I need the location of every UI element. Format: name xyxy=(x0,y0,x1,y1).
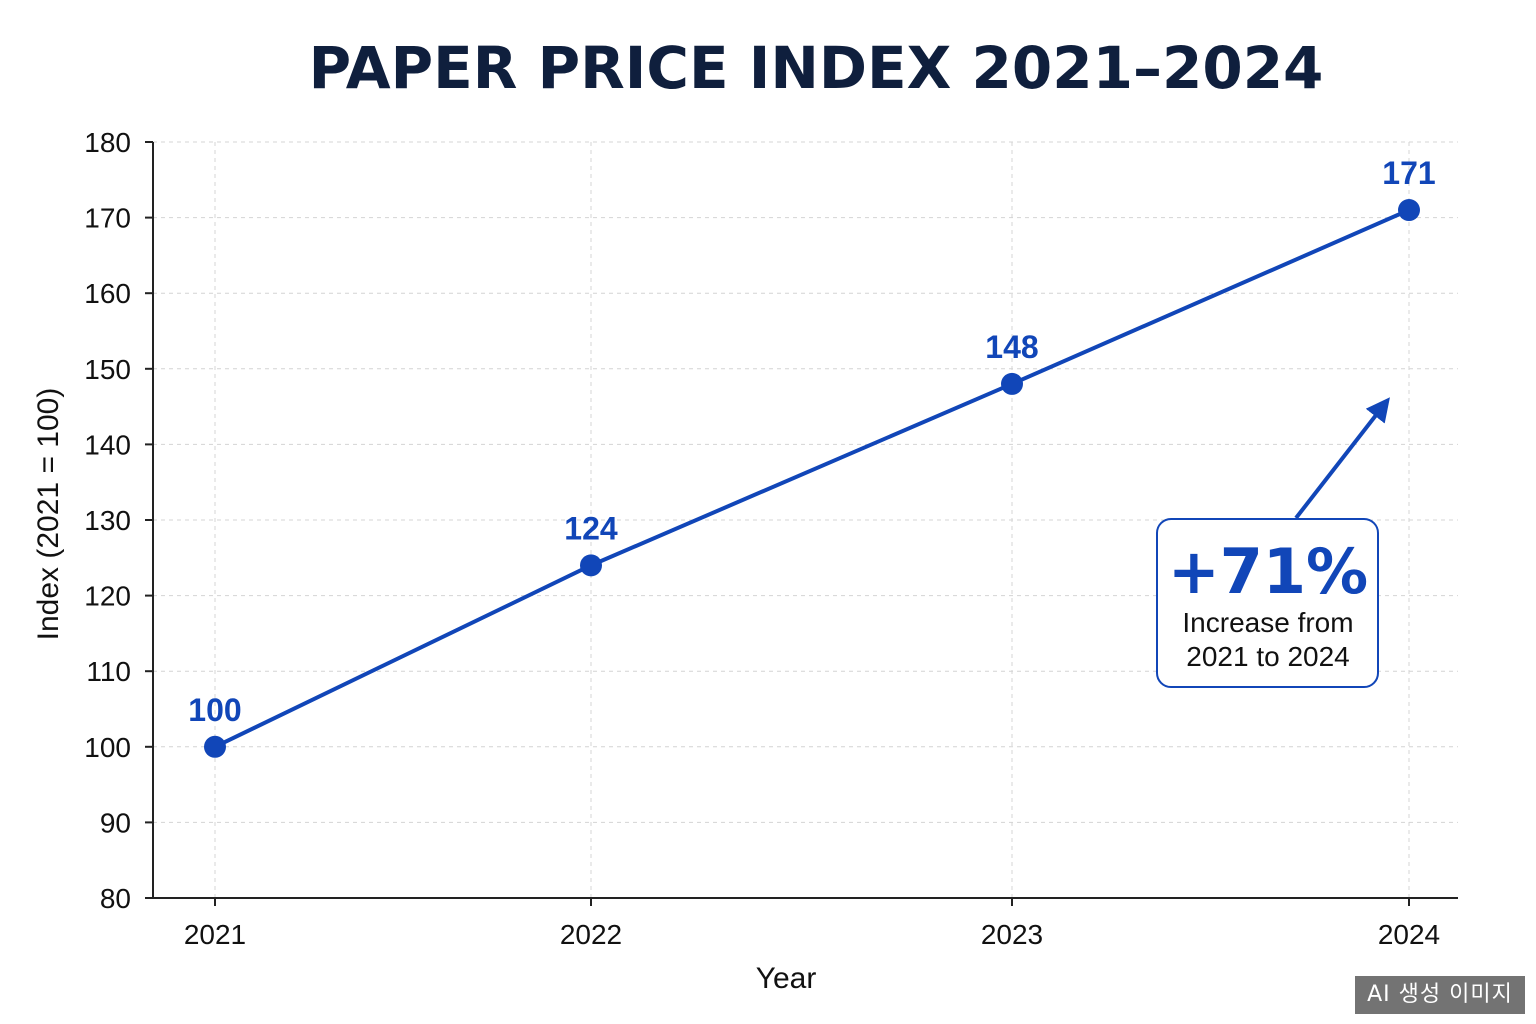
y-tick-label: 130 xyxy=(84,505,131,536)
data-label: 124 xyxy=(564,510,618,546)
data-label: 100 xyxy=(188,692,241,728)
y-tick-label: 150 xyxy=(84,354,131,385)
y-tick-label: 180 xyxy=(84,127,131,158)
data-point xyxy=(580,554,602,577)
chart-title: PAPER PRICE INDEX 2021–2024 xyxy=(309,34,1324,102)
annotation-text-line-1: Increase from xyxy=(1182,607,1353,638)
y-axis-label: Index (2021 = 100) xyxy=(32,388,65,641)
y-tick-label: 120 xyxy=(84,581,131,612)
y-tick-label: 100 xyxy=(84,732,131,763)
x-tick-label: 2024 xyxy=(1378,919,1440,950)
y-tick-label: 80 xyxy=(100,883,131,914)
data-point xyxy=(1398,199,1420,222)
data-point xyxy=(1001,372,1023,395)
annotation-box xyxy=(1156,518,1379,688)
y-tick-label: 140 xyxy=(84,429,131,460)
x-axis-label: Year xyxy=(756,962,817,995)
annotation-value: +71% xyxy=(1168,535,1368,608)
x-tick-label: 2022 xyxy=(560,919,622,950)
data-labels: 100 124 148 171 xyxy=(188,155,1435,728)
annotation-text-line-2: 2021 to 2024 xyxy=(1186,641,1350,672)
x-tick-labels: 2021 2022 2023 2024 xyxy=(184,919,1440,950)
x-tick-label: 2023 xyxy=(981,919,1043,950)
y-tick-label: 90 xyxy=(100,807,131,838)
watermark-badge: AI 생성 이미지 xyxy=(1355,976,1525,1014)
data-label: 171 xyxy=(1382,155,1435,191)
data-label: 148 xyxy=(985,329,1038,365)
y-tick-label: 160 xyxy=(84,278,131,309)
y-tick-label: 110 xyxy=(86,656,131,687)
data-point xyxy=(204,735,226,758)
y-tick-label: 170 xyxy=(84,203,131,234)
y-tick-labels: 80 90 100 110 120 130 140 150 160 170 180 xyxy=(84,127,131,914)
annotation-callout: +71% Increase from 2021 to 2024 xyxy=(1156,397,1390,688)
series xyxy=(204,199,1420,758)
axes xyxy=(145,141,1458,906)
series-line xyxy=(213,208,1411,749)
annotation-arrow xyxy=(1294,397,1390,520)
x-tick-label: 2021 xyxy=(184,919,246,950)
